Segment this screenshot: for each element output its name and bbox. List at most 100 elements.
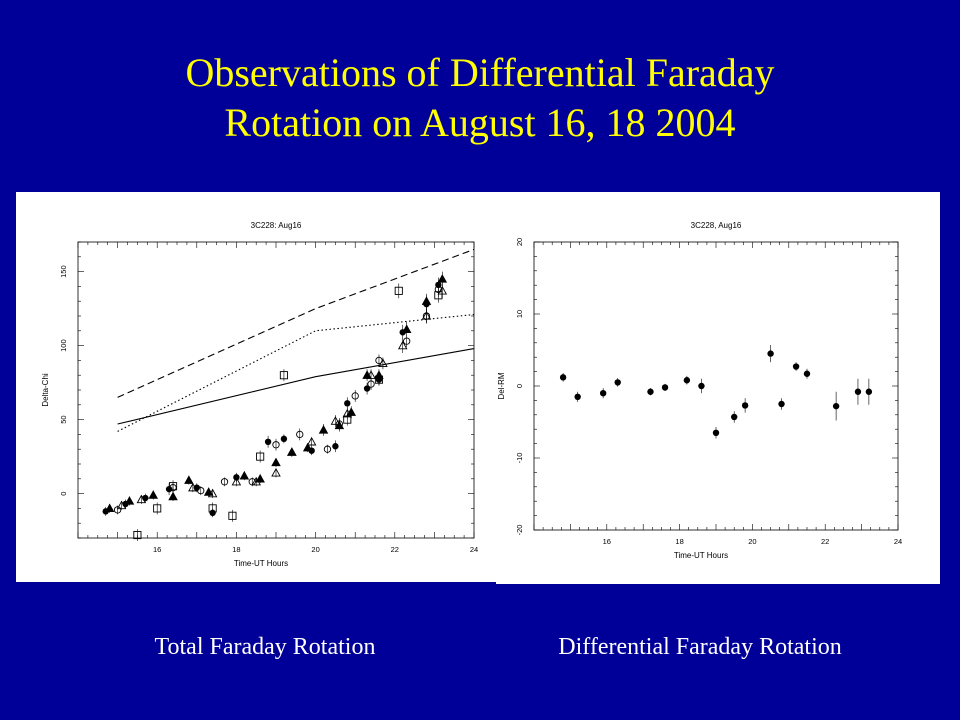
data-point	[792, 363, 800, 370]
data-point	[124, 496, 135, 505]
slide-title: Observations of Differential Faraday Rot…	[0, 48, 960, 148]
data-point	[351, 392, 359, 400]
y-tick-label: 10	[515, 310, 524, 318]
x-tick-label: 22	[821, 537, 829, 546]
data-point	[803, 370, 811, 377]
data-point	[712, 429, 720, 436]
data-point	[397, 340, 408, 350]
data-point	[271, 467, 281, 477]
caption-differential-rotation: Differential Faraday Rotation	[558, 634, 842, 660]
data-point	[239, 470, 250, 480]
x-tick-label: 22	[391, 545, 399, 554]
data-point	[434, 291, 443, 300]
data-point	[280, 435, 288, 443]
data-point	[148, 490, 159, 499]
data-point	[271, 457, 281, 467]
data-point	[614, 379, 621, 386]
plot-frame	[533, 241, 899, 531]
data-point	[207, 488, 218, 498]
x-tick-label: 18	[232, 545, 240, 554]
data-point	[220, 478, 229, 486]
data-point	[778, 400, 785, 408]
data-point	[731, 413, 738, 421]
x-tick-label: 24	[470, 545, 478, 554]
data-point	[401, 324, 412, 333]
data-point	[264, 438, 272, 445]
data-point	[279, 371, 288, 380]
y-tick-label: 0	[515, 384, 524, 388]
title-line-1: Observations of Differential Faraday	[185, 50, 775, 95]
plot-frame	[77, 241, 475, 539]
data-point	[136, 494, 147, 504]
data-point	[374, 375, 384, 384]
data-point	[437, 274, 448, 283]
data-point	[403, 337, 411, 345]
data-point	[421, 311, 432, 320]
x-tick-label: 20	[748, 537, 756, 546]
data-point	[193, 484, 200, 491]
x-tick-label: 24	[894, 537, 902, 546]
data-point	[251, 476, 261, 486]
data-point	[231, 476, 242, 486]
data-point	[647, 388, 654, 395]
y-axis-label: Del-RM	[497, 372, 506, 399]
data-point	[378, 358, 388, 368]
y-tick-label: 20	[515, 238, 524, 246]
data-point	[184, 475, 194, 484]
data-point	[287, 447, 297, 456]
data-point	[865, 388, 873, 395]
data-point	[343, 415, 352, 424]
data-point	[153, 504, 162, 513]
data-point	[113, 506, 122, 514]
data-point	[208, 504, 217, 513]
data-point	[421, 296, 432, 305]
x-tick-label: 16	[603, 537, 611, 546]
data-point	[362, 370, 372, 379]
data-point	[599, 390, 607, 397]
chart-title: 3C228: Aug16	[251, 221, 302, 230]
x-axis-label: Time-UT Hours	[234, 559, 288, 568]
title-line-2: Rotation on August 16, 18 2004	[224, 100, 736, 145]
data-point	[394, 286, 403, 295]
y-tick-label: 50	[59, 415, 68, 423]
data-point	[767, 350, 774, 357]
data-point	[188, 482, 198, 492]
y-tick-label: 0	[59, 492, 68, 496]
data-point	[168, 482, 178, 491]
data-point	[168, 491, 178, 501]
data-point	[197, 486, 205, 495]
x-tick-label: 20	[311, 545, 319, 554]
data-point	[318, 425, 329, 434]
data-point	[332, 443, 339, 450]
data-point	[832, 402, 840, 410]
data-point	[255, 473, 265, 483]
model-line-dotted	[117, 313, 475, 432]
x-axis-label: Time-UT Hours	[674, 551, 728, 560]
data-point	[296, 430, 304, 439]
data-point	[559, 374, 567, 381]
data-point	[256, 452, 265, 461]
y-tick-label: 150	[59, 265, 68, 278]
data-point	[228, 511, 237, 520]
data-point	[104, 503, 115, 513]
differential-rotation-chart: 3C228, Aug16 16 18 20 22 24 Time-UT Hours -20 -1…	[497, 221, 902, 560]
data-point	[344, 400, 351, 407]
data-point	[366, 370, 376, 379]
data-point	[661, 384, 669, 391]
chart-title: 3C228, Aug16	[691, 221, 742, 230]
y-tick-label: 100	[59, 339, 68, 352]
data-point	[741, 402, 749, 409]
y-axis-label: Delta-Chi	[41, 373, 50, 407]
model-line-dashed	[117, 248, 475, 398]
data-point	[698, 382, 705, 390]
data-point	[574, 393, 581, 400]
total-rotation-panel: 3C228: Aug16 16 18 20 22 24 Time-UT Hours 0 50 10…	[16, 192, 496, 582]
data-point	[302, 442, 313, 452]
x-tick-label: 16	[153, 545, 161, 554]
differential-rotation-panel: 3C228, Aug16 16 18 20 22 24 Time-UT Hours -20 -1…	[496, 192, 940, 584]
y-tick-label: -20	[515, 525, 524, 536]
data-point	[330, 416, 341, 425]
caption-total-rotation: Total Faraday Rotation	[154, 634, 376, 660]
data-point	[323, 445, 332, 453]
x-tick-label: 18	[675, 537, 683, 546]
